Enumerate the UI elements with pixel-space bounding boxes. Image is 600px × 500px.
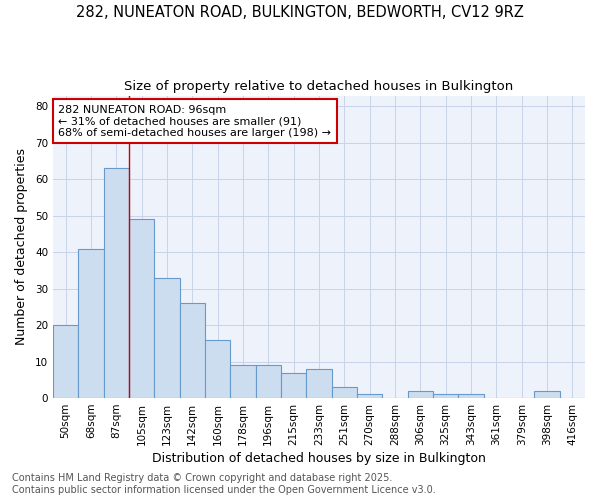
Bar [205,340,230,398]
Bar [535,391,560,398]
Bar [306,369,332,398]
Bar [256,366,281,398]
Bar [281,372,306,398]
Bar [179,304,205,398]
Text: Contains HM Land Registry data © Crown copyright and database right 2025.
Contai: Contains HM Land Registry data © Crown c… [12,474,436,495]
Bar [458,394,484,398]
Bar [230,366,256,398]
Bar [332,387,357,398]
Bar [433,394,458,398]
Bar [407,391,433,398]
Bar [78,248,104,398]
Bar [129,220,154,398]
Text: 282 NUNEATON ROAD: 96sqm
← 31% of detached houses are smaller (91)
68% of semi-d: 282 NUNEATON ROAD: 96sqm ← 31% of detach… [58,104,331,138]
Bar [104,168,129,398]
Bar [357,394,382,398]
Bar [154,278,179,398]
X-axis label: Distribution of detached houses by size in Bulkington: Distribution of detached houses by size … [152,452,486,465]
Y-axis label: Number of detached properties: Number of detached properties [15,148,28,346]
Title: Size of property relative to detached houses in Bulkington: Size of property relative to detached ho… [124,80,514,93]
Bar [53,325,78,398]
Text: 282, NUNEATON ROAD, BULKINGTON, BEDWORTH, CV12 9RZ: 282, NUNEATON ROAD, BULKINGTON, BEDWORTH… [76,5,524,20]
